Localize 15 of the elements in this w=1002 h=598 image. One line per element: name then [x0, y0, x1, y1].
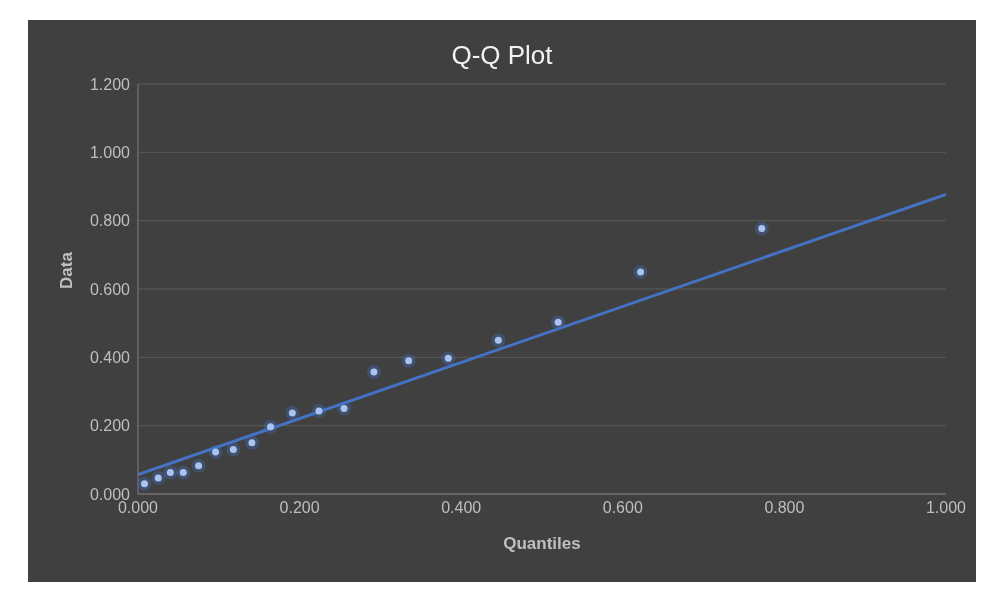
x-tick-label: 0.600 [602, 499, 643, 517]
x-tick-label: 0.200 [279, 499, 320, 517]
x-tick-label: 0.000 [117, 499, 159, 517]
chart-title: Q-Q Plot [450, 40, 554, 72]
y-tick-label: 1.200 [89, 75, 131, 93]
y-tick-label: 1.000 [89, 144, 131, 162]
x-tick-label: 0.400 [441, 499, 482, 517]
x-axis-title: Quantiles [503, 534, 581, 553]
y-tick-label: 0.600 [89, 280, 131, 298]
x-tick-label: 0.800 [764, 499, 805, 517]
y-tick-label: 0.200 [89, 417, 131, 435]
y-axis-title: Data [57, 251, 77, 289]
y-tick-label: 0.800 [89, 212, 131, 230]
x-tick-label: 1.000 [925, 499, 967, 517]
y-tick-label: 0.400 [89, 349, 131, 367]
